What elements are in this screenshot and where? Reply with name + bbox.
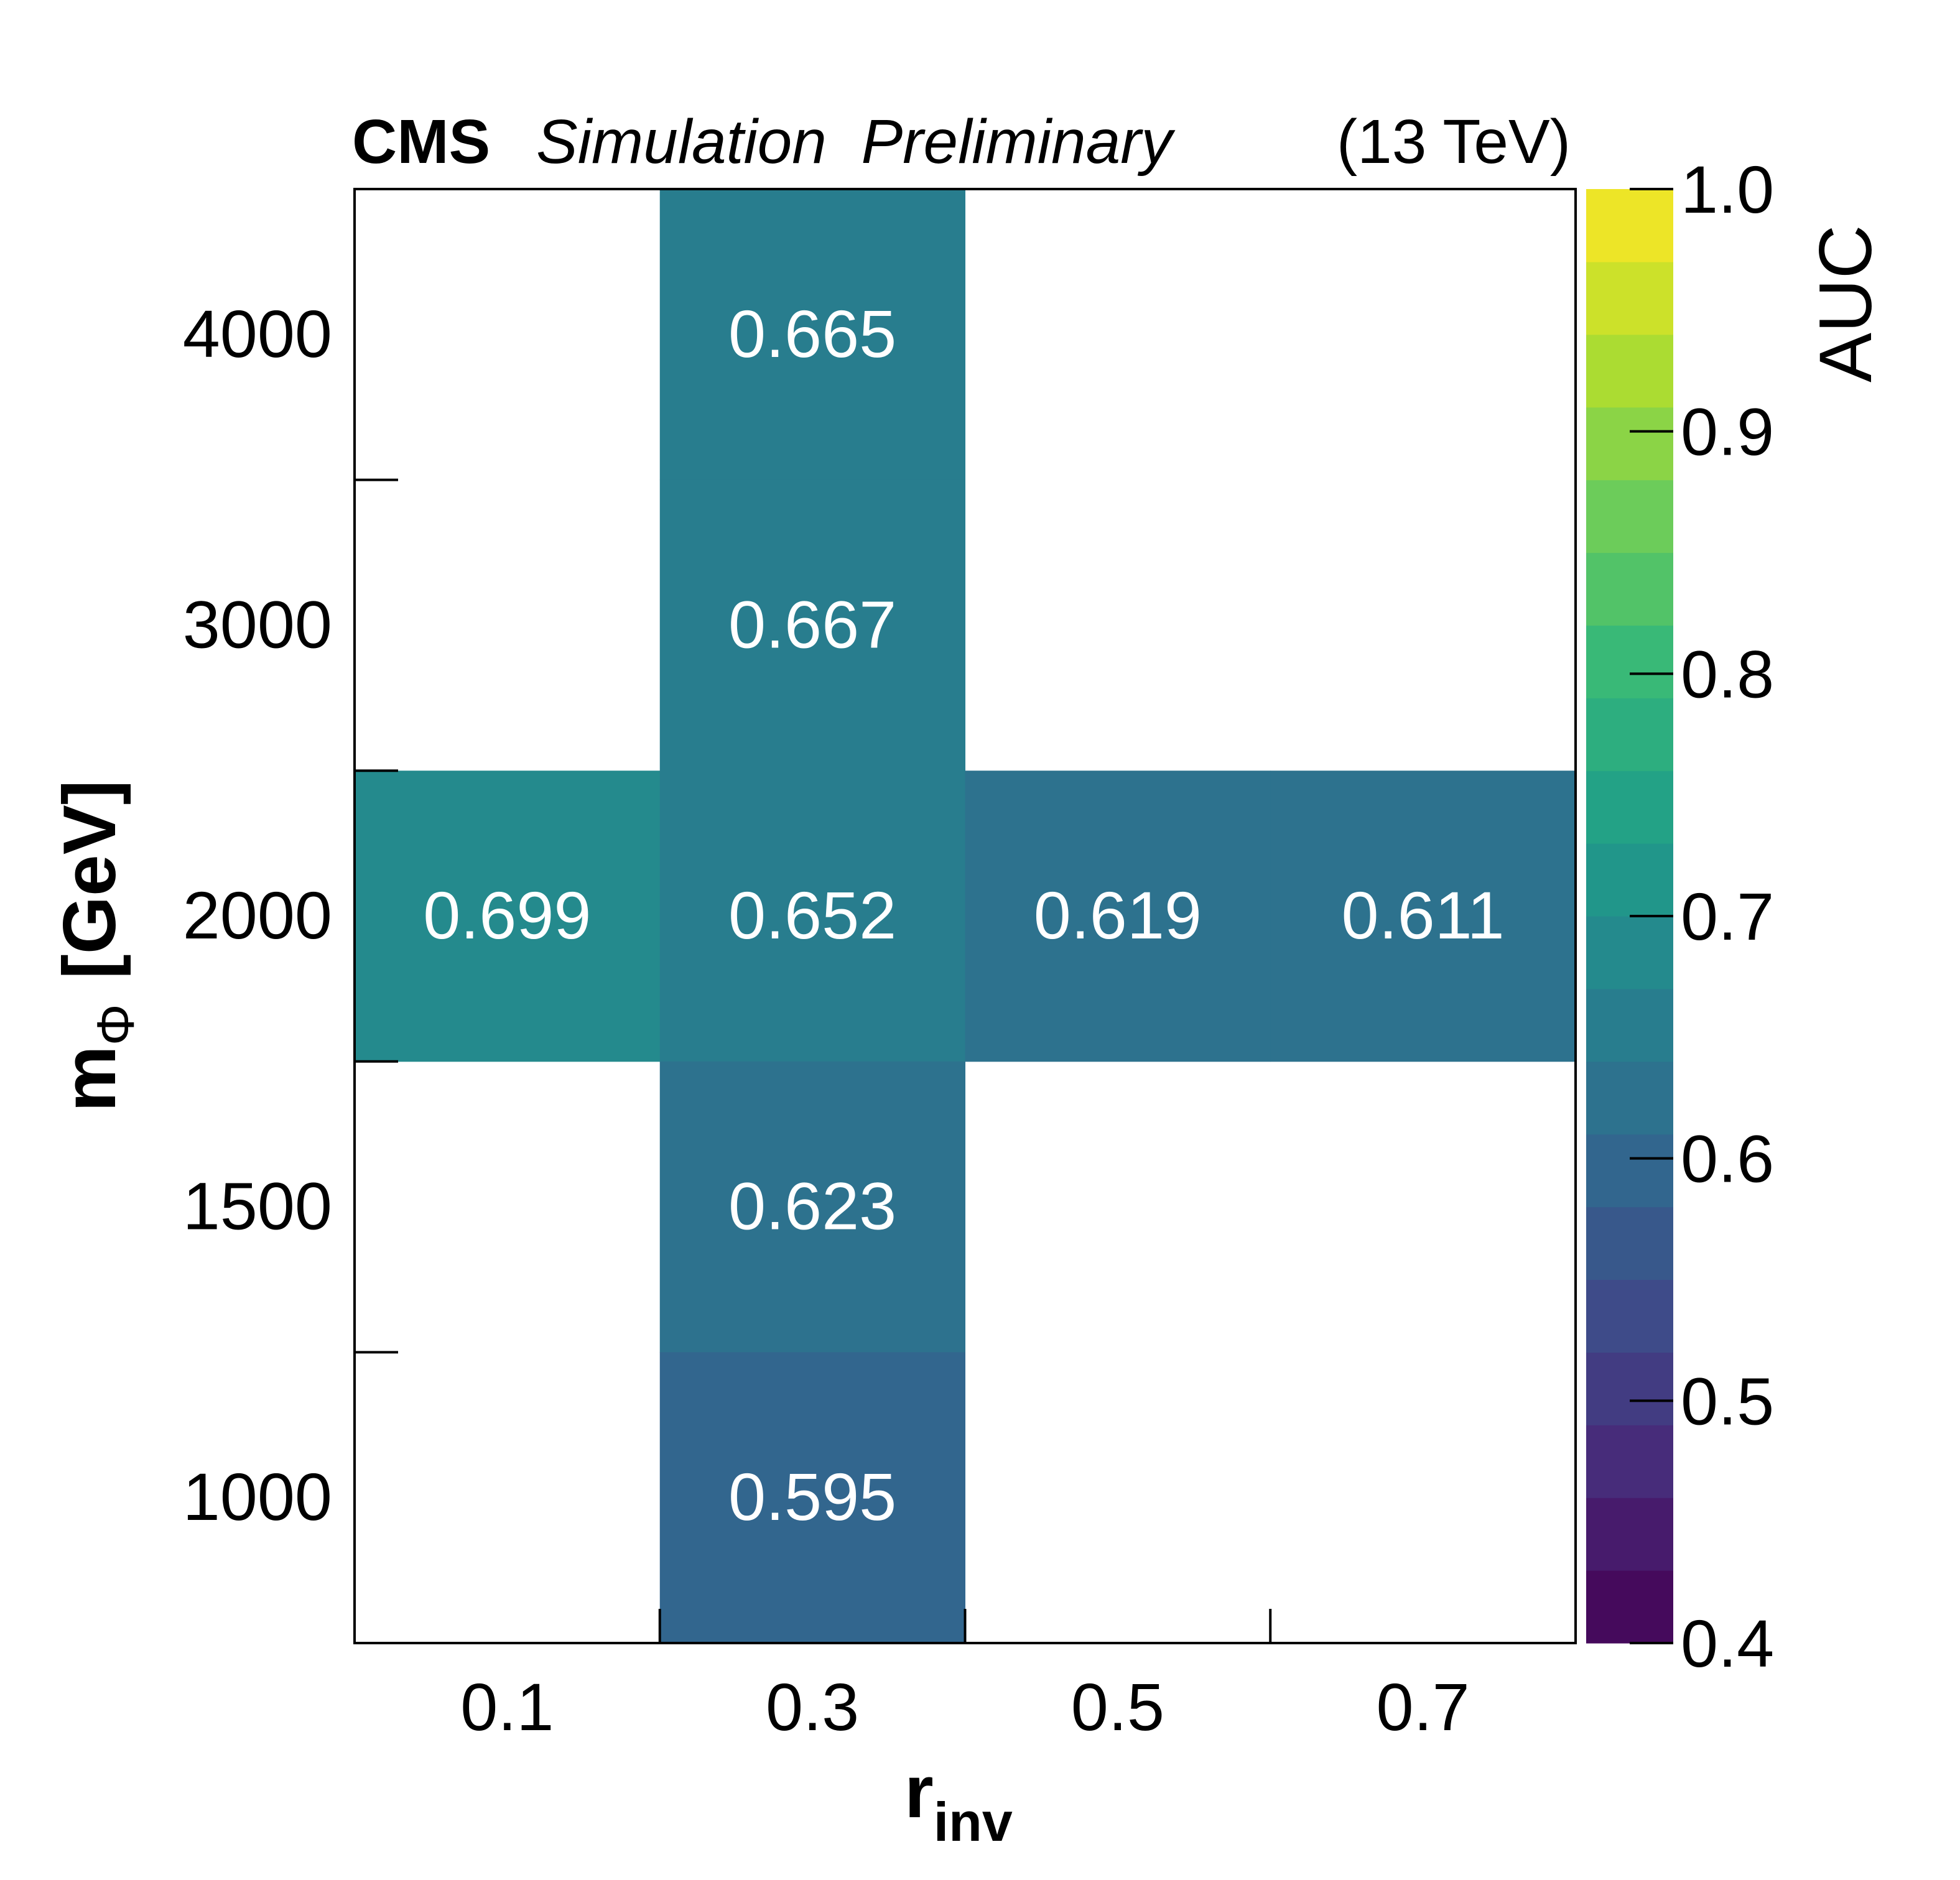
cell-value-label: 0.595 (728, 1459, 896, 1534)
colorbar-tick-labels: 0.4 0.5 0.6 0.7 0.8 0.9 1.0 (1681, 152, 1774, 1681)
x-axis-subscript: inv (934, 1791, 1013, 1853)
colorbar-segment (1586, 771, 1673, 844)
colorbar-segment (1586, 1279, 1673, 1353)
cell-value-label: 0.667 (728, 586, 896, 662)
heatmap-cells (355, 189, 1576, 1644)
colorbar-segment (1586, 698, 1673, 771)
y-axis-tick-labels: 1000 1500 2000 3000 4000 (183, 296, 332, 1534)
heatmap-cell (1270, 771, 1576, 1062)
colorbar-tick-label: 0.6 (1681, 1121, 1774, 1197)
colorbar-tick-label: 0.4 (1681, 1606, 1774, 1681)
y-axis-unit: [GeV] (48, 780, 131, 979)
colorbar-title: AUC (1804, 225, 1887, 382)
colorbar-segment (1586, 625, 1673, 698)
x-axis-symbol: r (904, 1750, 934, 1833)
colorbar (1586, 189, 1673, 1644)
colorbar-segment (1586, 407, 1673, 481)
y-axis-symbol: m (48, 1045, 131, 1112)
y-tick-label: 1500 (183, 1169, 332, 1244)
x-axis-title: rinv (904, 1750, 1013, 1853)
cell-value-label: 0.619 (1034, 877, 1202, 953)
colorbar-segment (1586, 916, 1673, 989)
y-tick-label: 4000 (183, 296, 332, 371)
colorbar-segment (1586, 988, 1673, 1062)
x-axis-ticks (658, 1609, 1272, 1643)
heatmap-cell (659, 479, 965, 771)
colorbar-segment (1586, 1352, 1673, 1425)
colorbar-segment (1586, 479, 1673, 553)
heatmap-cell (659, 189, 965, 481)
colorbar-tick-label: 1.0 (1681, 152, 1774, 227)
colorbar-segment (1586, 843, 1673, 917)
cell-value-label: 0.652 (728, 877, 896, 953)
x-tick-label: 0.7 (1377, 1669, 1470, 1744)
x-tick-label: 0.1 (460, 1669, 554, 1744)
y-tick-label: 3000 (183, 586, 332, 662)
x-tick-label: 0.3 (766, 1669, 859, 1744)
heatmap-cell (965, 771, 1271, 1062)
colorbar-segment (1586, 552, 1673, 626)
chart-header: CMS Simulation Preliminary (13 TeV) (352, 107, 1571, 177)
heatmap-cell (659, 1061, 965, 1353)
colorbar-tick-label: 0.9 (1681, 394, 1774, 470)
heatmap-cell (355, 771, 661, 1062)
cell-value-label: 0.699 (423, 877, 591, 953)
colorbar-tick-label: 0.8 (1681, 636, 1774, 711)
colorbar-segment (1586, 1061, 1673, 1135)
heatmap-cell-labels: 0.665 0.667 0.699 0.652 0.619 0.611 0.623 0.595 (423, 296, 1505, 1534)
y-axis-title: mΦ [GeV] (48, 780, 145, 1112)
colorbar-segment (1586, 1134, 1673, 1208)
x-axis-tick-labels: 0.1 0.3 0.5 0.7 (460, 1669, 1469, 1744)
colorbar-tick-label: 0.5 (1681, 1363, 1774, 1438)
experiment-label: CMS (352, 107, 490, 177)
cell-value-label: 0.665 (728, 296, 896, 371)
colorbar-segment (1586, 1498, 1673, 1571)
colorbar-segment (1586, 261, 1673, 335)
y-axis-ticks (355, 478, 398, 1354)
x-tick-label: 0.5 (1071, 1669, 1164, 1744)
colorbar-segment (1586, 1570, 1673, 1644)
heatmap-cell (659, 771, 965, 1062)
y-axis-subscript: Φ (86, 1004, 145, 1045)
colorbar-tick-label: 0.7 (1681, 879, 1774, 954)
colorbar-ticks (1630, 188, 1673, 1644)
energy-label: (13 TeV) (1337, 107, 1571, 177)
status-label: Simulation Preliminary (536, 107, 1176, 177)
colorbar-segment (1586, 1425, 1673, 1498)
cell-value-label: 0.611 (1342, 877, 1505, 953)
colorbar-segment (1586, 334, 1673, 408)
colorbar-segment (1586, 1206, 1673, 1280)
y-tick-label: 2000 (183, 877, 332, 953)
y-tick-label: 1000 (183, 1459, 332, 1534)
colorbar-segment (1586, 189, 1673, 262)
cell-value-label: 0.623 (728, 1169, 896, 1244)
heatmap-cell (659, 1352, 965, 1644)
